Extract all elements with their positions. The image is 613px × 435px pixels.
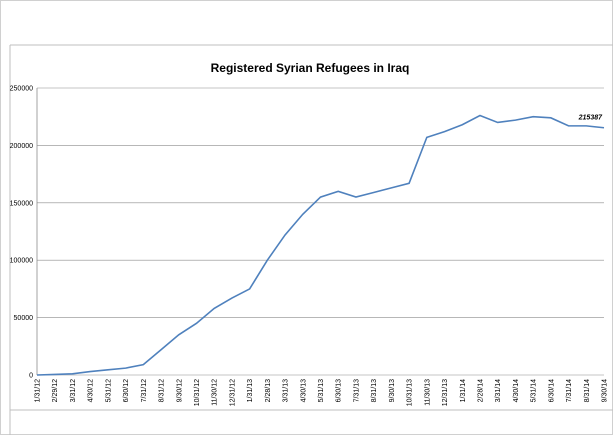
data-label: 215387 [578, 115, 603, 122]
y-tick-label: 0 [29, 373, 33, 380]
x-tick-label: 8/31/13 [371, 379, 378, 402]
x-tick-label: 4/30/14 [513, 379, 520, 402]
x-tick-label: 3/31/14 [495, 379, 502, 402]
x-tick-label: 2/29/12 [52, 379, 59, 402]
x-tick-label: 9/30/12 [176, 379, 183, 402]
x-tick-label: 10/31/13 [407, 379, 414, 406]
x-tick-label: 9/30/14 [602, 379, 609, 402]
x-tick-label: 5/31/14 [531, 379, 538, 402]
x-tick-label: 12/31/13 [442, 379, 449, 406]
y-tick-label: 50000 [14, 315, 34, 322]
x-tick-label: 8/31/14 [584, 379, 591, 402]
x-tick-label: 6/30/13 [336, 379, 343, 402]
x-tick-label: 5/31/13 [318, 379, 325, 402]
x-tick-label: 12/31/12 [229, 379, 236, 406]
x-tick-label: 11/30/13 [424, 379, 431, 406]
x-tick-label: 11/30/12 [212, 379, 219, 406]
x-tick-label: 8/31/12 [159, 379, 166, 402]
data-line [36, 114, 605, 376]
x-tick-label: 2/28/13 [265, 379, 272, 402]
x-tick-label: 6/30/12 [123, 379, 130, 402]
y-tick-label: 100000 [10, 258, 33, 265]
y-tick-label: 150000 [10, 200, 33, 207]
x-tick-label: 5/31/12 [105, 379, 112, 402]
x-tick-label: 6/30/14 [548, 379, 555, 402]
x-tick-label: 10/31/12 [194, 379, 201, 406]
x-tick-label: 1/31/14 [460, 379, 467, 402]
y-tick-label: 250000 [10, 86, 33, 93]
x-tick-label: 2/28/14 [477, 379, 484, 402]
x-tick-label: 1/31/13 [247, 379, 254, 402]
chart-title: Registered Syrian Refugees in Iraq [211, 61, 410, 75]
x-tick-label: 7/31/14 [566, 379, 573, 402]
y-tick-label: 200000 [10, 143, 33, 150]
x-tick-label: 1/31/12 [35, 379, 42, 402]
x-tick-label: 9/30/13 [389, 379, 396, 402]
x-tick-label: 7/31/12 [141, 379, 148, 402]
x-tick-label: 4/30/12 [88, 379, 95, 402]
x-tick-label: 3/31/13 [283, 379, 290, 402]
x-tick-label: 3/31/12 [70, 379, 77, 402]
x-tick-label: 4/30/13 [300, 379, 307, 402]
x-tick-label: 7/31/13 [353, 379, 360, 402]
